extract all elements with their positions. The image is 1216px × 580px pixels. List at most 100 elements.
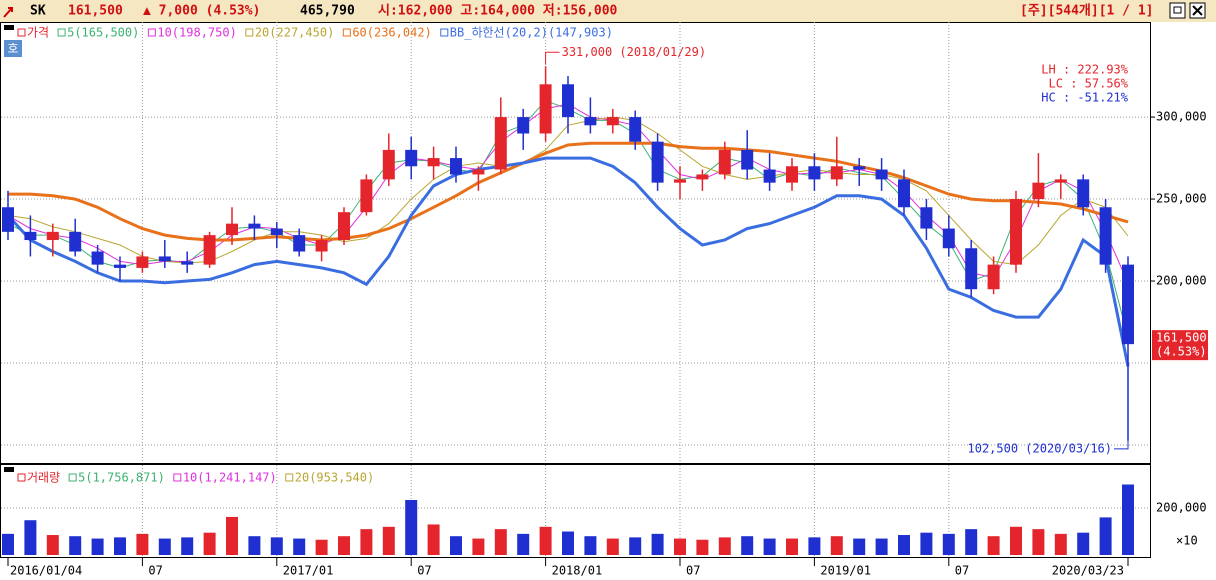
volume-bar xyxy=(965,529,978,555)
info: [주][544개][1 / 1] xyxy=(1020,4,1154,19)
volume-bar xyxy=(450,536,462,555)
ohl: 시:162,000 고:164,000 저:156,000 xyxy=(378,4,618,19)
candle-body xyxy=(1032,182,1045,200)
candle-body xyxy=(1122,264,1134,345)
candle-body xyxy=(382,149,395,180)
candle-body xyxy=(920,207,933,229)
annotation: 102,500 (2020/03/16) xyxy=(968,441,1113,455)
annotation: 331,000 (2018/01/29) xyxy=(562,45,707,59)
candle-body xyxy=(270,228,283,236)
legend-swatch xyxy=(17,473,26,482)
last-price: 161,500 xyxy=(1156,331,1207,345)
price-panel xyxy=(0,22,1151,464)
x-tick-label: 07 xyxy=(686,564,700,578)
legend-label: 10(1,241,147) xyxy=(183,471,277,485)
volume-bar xyxy=(898,535,910,555)
indicator-line xyxy=(6,156,1130,367)
change: ▲ 7,000 (4.53%) xyxy=(143,4,260,19)
volume-bar xyxy=(158,538,171,555)
volume-bar xyxy=(830,536,843,555)
candle-body xyxy=(539,84,552,134)
volume-bar xyxy=(987,536,1000,555)
legend-label: 5(1,756,871) xyxy=(78,471,165,485)
candle-body xyxy=(987,264,1000,290)
candle-body xyxy=(203,235,216,265)
volume-bar xyxy=(629,537,642,555)
legend-label: BB_하한선(20,2)(147,903) xyxy=(450,26,613,40)
volume-bar xyxy=(382,526,395,555)
candle-body xyxy=(898,179,910,208)
volume-bar xyxy=(539,526,552,555)
volume-bar xyxy=(853,538,866,555)
candle-body xyxy=(965,248,978,290)
legend-label: 5(165,500) xyxy=(67,26,139,40)
candle-body xyxy=(674,179,686,183)
candle-body xyxy=(763,169,776,183)
volume-bar xyxy=(472,538,485,555)
maximize-button[interactable] xyxy=(1169,2,1186,19)
quote-button-label: 호 xyxy=(7,42,18,56)
volume-bar xyxy=(1099,517,1112,555)
x-tick-label: 07 xyxy=(148,564,162,578)
legend-swatch xyxy=(17,28,26,37)
candle-body xyxy=(158,256,171,262)
candle-body xyxy=(629,117,642,142)
volume-bar xyxy=(2,533,14,555)
indicator-line xyxy=(7,100,1129,338)
x-tick-label: 2016/01/04 xyxy=(10,564,82,578)
legend-label: 60(236,042) xyxy=(352,26,431,40)
legend-swatch xyxy=(57,28,66,37)
volume-unit: ×10 xyxy=(1176,534,1198,548)
candle-body xyxy=(46,231,59,241)
candle-body xyxy=(91,251,104,265)
y-tick-label: 250,000 xyxy=(1156,192,1207,206)
volume-bar xyxy=(562,531,574,555)
stat-label: HC : -51.21% xyxy=(1041,91,1128,105)
y-tick-label: 200,000 xyxy=(1156,501,1207,515)
volume-bar xyxy=(942,533,955,555)
last-change: (4.53%) xyxy=(1156,345,1207,359)
stat-label: LC : 57.56% xyxy=(1049,77,1129,91)
indicator-line xyxy=(8,141,1129,242)
volume-bar xyxy=(270,537,283,555)
volume-bar xyxy=(808,537,821,555)
candle-body xyxy=(651,141,664,183)
header-icon xyxy=(3,7,13,18)
quote-button[interactable] xyxy=(4,40,22,57)
maximize-icon xyxy=(1173,6,1182,14)
volume-bar xyxy=(786,538,798,555)
volume-bar xyxy=(69,536,82,555)
volume-bar xyxy=(114,537,126,555)
candle-body xyxy=(853,166,866,170)
candle-body xyxy=(1010,199,1022,265)
candle-body xyxy=(1054,179,1067,183)
candle-body xyxy=(1077,179,1090,208)
x-tick-label: 07 xyxy=(417,564,431,578)
volume-bar xyxy=(920,532,933,555)
legend-swatch xyxy=(440,28,449,37)
volume-bar xyxy=(136,533,149,555)
legend-swatch xyxy=(173,473,182,482)
candle-body xyxy=(517,117,530,134)
candle-body xyxy=(450,158,462,175)
candle-body xyxy=(338,212,350,241)
volume-bar xyxy=(360,529,373,555)
y-tick-label: 200,000 xyxy=(1156,274,1207,288)
x-tick-label: 2020/03/23 xyxy=(1052,564,1124,578)
candle-body xyxy=(248,223,261,229)
candle-body xyxy=(427,158,440,167)
y-tick-label: 300,000 xyxy=(1156,110,1207,124)
volume-bar xyxy=(1122,484,1134,555)
candle-body xyxy=(69,231,82,252)
legend-swatch xyxy=(68,473,77,482)
price: 161,500 xyxy=(68,4,123,19)
volume-bar xyxy=(248,536,261,555)
legend-swatch xyxy=(342,28,351,37)
volume-bar xyxy=(1077,532,1090,555)
legend-swatch xyxy=(147,28,156,37)
legend-swatch xyxy=(285,473,294,482)
symbol: SK xyxy=(30,4,46,19)
candle-body xyxy=(136,256,149,268)
candle-body xyxy=(786,166,798,183)
